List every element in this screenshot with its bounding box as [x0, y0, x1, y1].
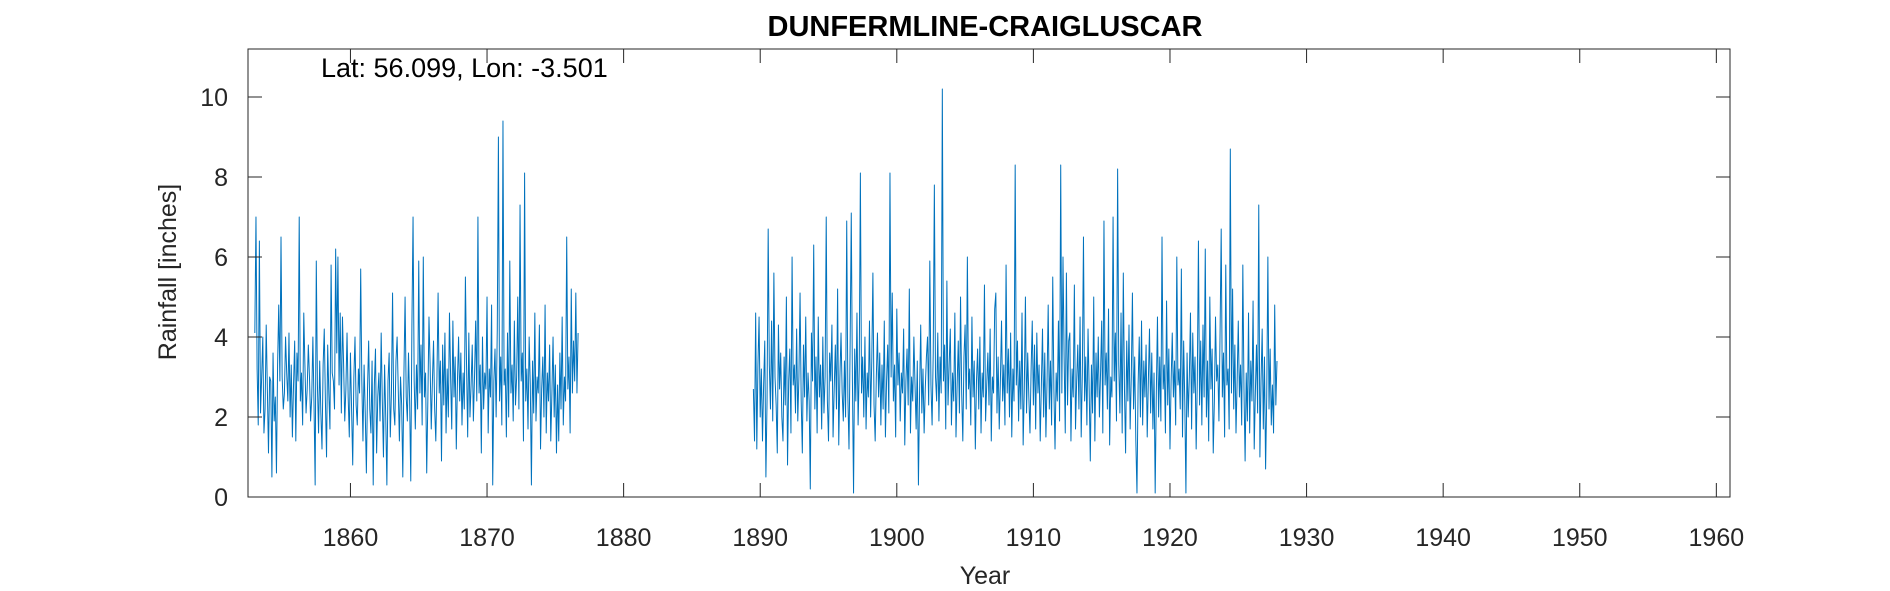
x-tick-label: 1870 [459, 524, 515, 552]
rainfall-series-line-segment-2 [752, 88, 1278, 494]
x-tick-label: 1890 [732, 524, 788, 552]
station-location-annotation: Lat: 56.099, Lon: -3.501 [321, 53, 608, 83]
x-tick-label: 1900 [869, 524, 925, 552]
x-tick-label: 1910 [1006, 524, 1062, 552]
y-tick-label: 4 [214, 324, 228, 352]
x-tick-label: 1920 [1142, 524, 1198, 552]
x-axis-label: Year [960, 562, 1011, 590]
x-tick-label: 1950 [1552, 524, 1608, 552]
plot-area: 1860 1870 1880 1890 1900 1910 1920 1930 1940 1950… [200, 48, 1745, 552]
x-tick-label: 1860 [323, 524, 379, 552]
y-tick-label: 2 [214, 404, 228, 432]
plot-frame [247, 48, 1731, 498]
series-layer [254, 88, 1278, 494]
y-tick-label: 8 [214, 164, 228, 192]
y-axis-ticks: 0 2 4 6 8 10 [200, 84, 1730, 512]
x-tick-label: 1930 [1279, 524, 1335, 552]
y-tick-label: 6 [214, 244, 228, 272]
x-axis-ticks: 1860 1870 1880 1890 1900 1910 1920 1930 1940 1950… [323, 49, 1745, 552]
x-tick-label: 1960 [1689, 524, 1745, 552]
y-tick-label: 0 [214, 484, 228, 512]
x-tick-label: 1940 [1415, 524, 1471, 552]
chart-title: DUNFERMLINE-CRAIGLUSCAR [768, 11, 1203, 43]
y-axis-label: Rainfall [inches] [154, 184, 182, 360]
rainfall-series-line-segment-1 [254, 120, 579, 486]
y-tick-label: 10 [200, 84, 228, 112]
x-tick-label: 1880 [596, 524, 652, 552]
